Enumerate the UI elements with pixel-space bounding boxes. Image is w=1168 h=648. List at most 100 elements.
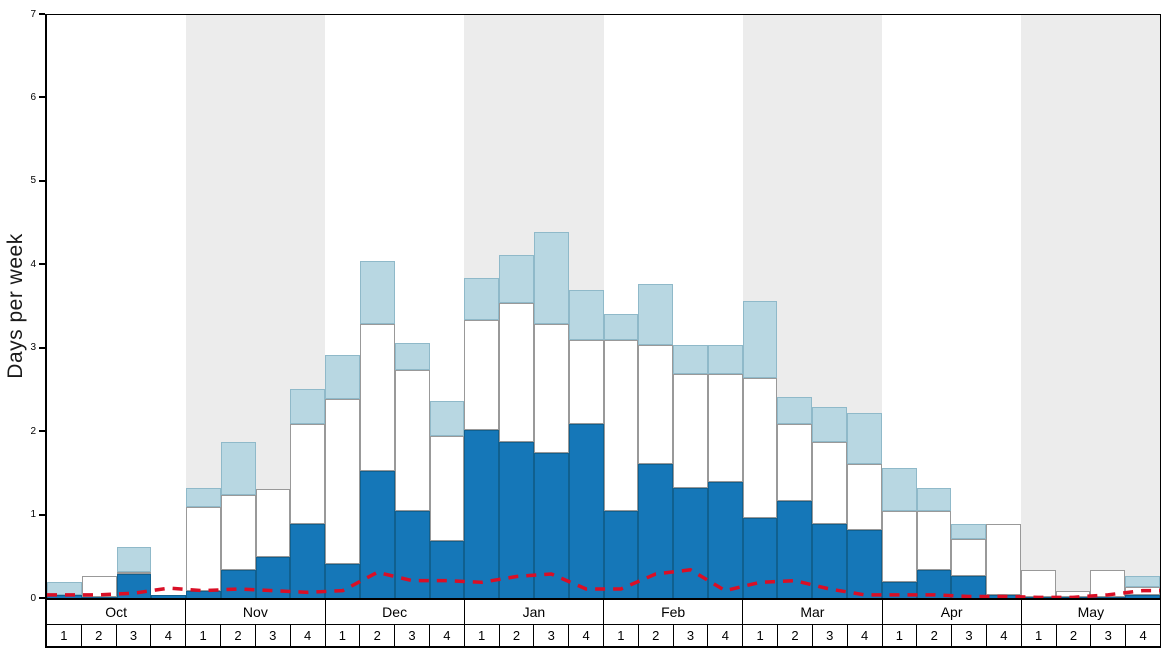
week-cell-may-4: 4	[1139, 628, 1147, 643]
bar-feb-4	[707, 15, 743, 599]
week-cell-apr-1: 1	[883, 625, 918, 646]
segment-dark-blue	[325, 563, 361, 599]
bar-apr-3	[951, 15, 987, 599]
ytick-label-0: 0	[30, 592, 36, 604]
segment-dark-blue	[951, 575, 987, 599]
week-cell-jan-3: 3	[534, 625, 570, 646]
segment-light-blue	[1125, 575, 1160, 587]
segment-dark-blue	[707, 482, 743, 599]
segment-dark-blue	[638, 463, 674, 599]
segment-white	[499, 302, 534, 443]
bar-jan-2	[499, 15, 534, 599]
segment-white	[986, 523, 1021, 595]
bar-oct-1	[47, 15, 82, 599]
month-band-may	[1020, 15, 1160, 599]
week-cell-may-3: 3	[1091, 625, 1127, 646]
week-cell-dec-3: 3	[395, 625, 430, 646]
bar-feb-1	[603, 15, 639, 599]
ytick-label-1: 1	[30, 509, 36, 521]
segment-dark-blue	[429, 540, 465, 599]
segment-white	[255, 488, 291, 558]
ytick-label-7: 7	[30, 8, 36, 20]
bars-layer	[47, 15, 1160, 599]
week-cell-oct-3: 3	[117, 625, 152, 646]
week-cell-mar-3: 3	[813, 625, 848, 646]
segment-dark-blue	[742, 518, 778, 599]
segment-dark-blue	[116, 573, 152, 599]
segment-white	[429, 436, 465, 541]
week-cell-nov-2: 2	[221, 625, 256, 646]
segment-white	[220, 494, 256, 570]
segment-light-blue	[777, 397, 813, 424]
segment-dark-blue	[603, 511, 639, 599]
month-axis-row: Oct Nov Dec Jan Feb Mar Apr May	[45, 598, 1161, 625]
week-cell-feb-3: 3	[674, 625, 709, 646]
bar-may-1	[1020, 15, 1056, 599]
month-cell-apr: Apr	[883, 600, 1022, 624]
segment-dark-blue	[255, 557, 291, 599]
week-cell-may-1: 1	[1022, 625, 1057, 646]
month-cell-jan: Jan	[465, 600, 604, 624]
segment-white	[777, 423, 813, 501]
segment-white	[81, 575, 117, 597]
segment-light-blue	[290, 388, 326, 424]
week-cell-mar-4: 4	[848, 625, 883, 646]
week-cell-jan-2: 2	[500, 625, 535, 646]
segment-light-blue	[812, 407, 847, 443]
week-cell-mar-1: 1	[743, 625, 779, 646]
segment-white	[325, 398, 361, 564]
bar-mar-3	[812, 15, 847, 599]
segment-light-blue	[499, 255, 534, 303]
plot-area	[45, 14, 1161, 599]
week-cell-oct-1: 1	[47, 625, 82, 646]
segment-light-blue	[116, 547, 152, 573]
bar-jan-1	[464, 15, 500, 599]
segment-white	[360, 323, 395, 472]
bar-oct-3	[116, 15, 152, 599]
segment-light-blue	[742, 301, 778, 378]
segment-white	[394, 369, 430, 512]
bar-apr-4	[986, 15, 1021, 599]
bar-nov-3	[255, 15, 291, 599]
segment-white	[951, 538, 987, 576]
segment-dark-blue	[673, 488, 708, 599]
segment-white	[603, 340, 639, 512]
week-cell-nov-4: 4	[291, 625, 326, 646]
segment-light-blue	[464, 277, 500, 320]
segment-white	[638, 344, 674, 464]
segment-white	[1055, 590, 1091, 597]
week-cell-dec-4: 4	[430, 625, 465, 646]
week-cell-may-2: 2	[1057, 625, 1092, 646]
segment-dark-blue	[812, 523, 847, 599]
y-axis-label: Days per week	[4, 233, 27, 379]
segment-light-blue	[603, 313, 639, 341]
bar-dec-3	[394, 15, 430, 599]
segment-white	[881, 511, 917, 583]
week-cell-apr-3: 3	[952, 625, 987, 646]
segment-dark-blue	[290, 523, 326, 599]
segment-light-blue	[429, 401, 465, 437]
bar-mar-1	[742, 15, 778, 599]
week-cell-apr-4: 4	[987, 625, 1022, 646]
month-cell-feb: Feb	[604, 600, 744, 624]
segment-white	[1090, 569, 1126, 597]
segment-dark-blue	[394, 511, 430, 599]
segment-light-blue	[47, 582, 82, 595]
bar-apr-1	[881, 15, 917, 599]
segment-white	[707, 373, 743, 483]
segment-light-blue	[360, 261, 395, 324]
week-cell-feb-4: 4	[708, 625, 744, 646]
segment-light-blue	[394, 342, 430, 370]
bar-dec-1	[325, 15, 361, 599]
month-cell-mar: Mar	[743, 600, 883, 624]
segment-light-blue	[186, 488, 221, 508]
segment-light-blue	[846, 412, 882, 464]
bar-mar-4	[846, 15, 882, 599]
week-cell-nov-1: 1	[186, 625, 222, 646]
week-cell-oct-2: 2	[82, 625, 117, 646]
ytick-label-6: 6	[30, 91, 36, 103]
segment-light-blue	[638, 283, 674, 345]
segment-light-blue	[325, 354, 361, 399]
bar-oct-4	[151, 15, 187, 599]
